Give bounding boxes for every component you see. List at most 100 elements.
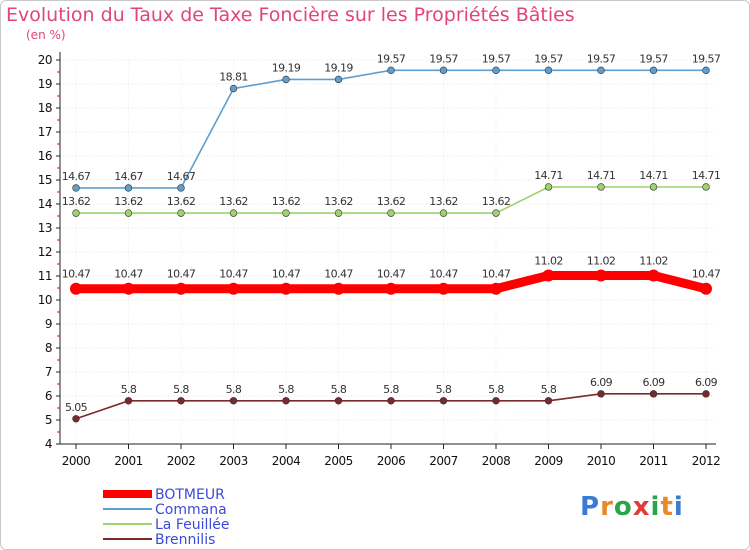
data-label-commana: 19.19 <box>272 61 301 74</box>
data-point-la-feuill-e <box>72 209 80 217</box>
data-label-botmeur: 10.47 <box>219 268 248 281</box>
x-tick-label: 2003 <box>219 454 248 468</box>
data-label-brennilis: 5.8 <box>436 383 452 396</box>
data-point-la-feuill-e <box>597 183 605 191</box>
data-point-commana <box>702 66 710 75</box>
data-point-botmeur <box>175 282 187 295</box>
series-layer <box>70 66 712 423</box>
y-tick-label: 5 <box>45 413 52 427</box>
data-label-botmeur: 10.47 <box>114 268 143 281</box>
data-label-la-feuill-e: 14.71 <box>639 169 668 182</box>
data-label-commana: 19.57 <box>534 52 563 65</box>
data-point-la-feuill-e <box>649 183 658 191</box>
data-point-la-feuill-e <box>229 209 238 217</box>
data-point-botmeur <box>542 269 555 282</box>
x-tick-label: 2001 <box>114 454 143 468</box>
data-label-botmeur: 10.47 <box>429 268 458 281</box>
data-point-commana <box>282 75 290 84</box>
data-label-brennilis: 5.8 <box>278 383 294 396</box>
data-label-la-feuill-e: 13.62 <box>482 195 511 208</box>
data-point-brennilis <box>702 390 710 398</box>
data-label-commana: 19.57 <box>587 52 616 65</box>
data-label-la-feuill-e: 13.62 <box>429 195 458 208</box>
data-point-brennilis <box>177 397 185 405</box>
data-point-la-feuill-e <box>334 209 343 217</box>
data-label-commana: 19.57 <box>639 52 668 65</box>
x-tick-label: 2011 <box>639 454 668 468</box>
data-point-brennilis <box>492 397 500 405</box>
data-point-commana <box>492 66 500 75</box>
data-label-brennilis: 5.8 <box>173 383 189 396</box>
data-label-botmeur: 11.02 <box>639 255 668 268</box>
data-labels: 14.67 14.67 14.67 18.81 19.19 19.19 19.57 19.57… <box>62 52 722 414</box>
y-tick-label: 13 <box>38 221 52 235</box>
data-label-la-feuill-e: 13.62 <box>377 195 406 208</box>
data-label-botmeur: 11.02 <box>587 255 616 268</box>
data-point-brennilis <box>334 397 343 405</box>
y-tick-label: 17 <box>38 125 52 139</box>
data-point-commana <box>229 84 238 93</box>
data-point-botmeur <box>70 282 82 295</box>
y-tick-label: 7 <box>45 365 52 379</box>
data-point-commana <box>544 66 553 75</box>
data-label-botmeur: 10.47 <box>62 268 91 281</box>
data-label-brennilis: 6.09 <box>642 376 665 389</box>
data-label-commana: 14.67 <box>114 170 143 183</box>
legend-label: Brennilis <box>155 532 215 548</box>
y-tick-label: 10 <box>38 293 52 307</box>
data-point-botmeur <box>385 282 397 295</box>
data-point-brennilis <box>387 397 395 405</box>
y-tick-label: 4 <box>45 437 52 451</box>
x-tick-label: 2007 <box>429 454 458 468</box>
data-point-la-feuill-e <box>282 209 290 217</box>
y-tick-label: 8 <box>45 341 52 355</box>
data-label-commana: 14.67 <box>62 170 91 183</box>
data-point-commana <box>649 66 658 75</box>
data-point-botmeur <box>227 282 240 295</box>
data-point-botmeur <box>122 282 135 295</box>
data-label-la-feuill-e: 13.62 <box>62 195 91 208</box>
data-label-la-feuill-e: 13.62 <box>272 195 301 208</box>
data-point-commana <box>177 184 185 192</box>
data-point-la-feuill-e <box>124 209 133 217</box>
x-tick-label: 2005 <box>324 454 353 468</box>
data-label-la-feuill-e: 14.71 <box>587 169 616 182</box>
data-point-botmeur <box>595 269 607 282</box>
data-label-la-feuill-e: 13.62 <box>219 195 248 208</box>
data-point-brennilis <box>124 397 133 405</box>
x-tick-label: 2012 <box>692 454 721 468</box>
data-point-commana <box>124 184 133 192</box>
data-point-la-feuill-e <box>492 209 500 217</box>
data-label-commana: 19.19 <box>324 61 353 74</box>
data-label-brennilis: 5.8 <box>331 383 347 396</box>
y-tick-label: 14 <box>38 197 52 211</box>
data-label-la-feuill-e: 14.71 <box>692 169 721 182</box>
data-point-commana <box>72 184 80 192</box>
data-label-brennilis: 5.8 <box>488 383 504 396</box>
y-tick-label: 19 <box>38 77 52 91</box>
chart-title: Evolution du Taux de Taxe Foncière sur l… <box>6 4 575 26</box>
data-point-brennilis <box>544 397 553 405</box>
data-point-botmeur <box>280 282 292 295</box>
legend-label: Commana <box>155 502 227 518</box>
data-point-la-feuill-e <box>387 209 395 217</box>
data-label-la-feuill-e: 14.71 <box>534 169 563 182</box>
data-point-brennilis <box>597 390 605 398</box>
data-label-brennilis: 5.05 <box>65 401 88 414</box>
data-label-botmeur: 10.47 <box>167 268 196 281</box>
proxiti-logo: Proxiti <box>580 492 684 522</box>
y-tick-label: 6 <box>45 389 52 403</box>
data-label-botmeur: 11.02 <box>534 255 563 268</box>
x-tick-label: 2004 <box>272 454 301 468</box>
data-point-brennilis <box>649 390 658 398</box>
x-tick-label: 2000 <box>62 454 91 468</box>
data-label-commana: 14.67 <box>167 170 196 183</box>
data-point-brennilis <box>439 397 448 405</box>
data-point-commana <box>387 66 395 75</box>
data-label-botmeur: 10.47 <box>272 268 301 281</box>
x-tick-label: 2008 <box>482 454 511 468</box>
y-tick-label: 11 <box>38 269 52 283</box>
data-label-la-feuill-e: 13.62 <box>114 195 143 208</box>
data-point-commana <box>334 75 343 84</box>
